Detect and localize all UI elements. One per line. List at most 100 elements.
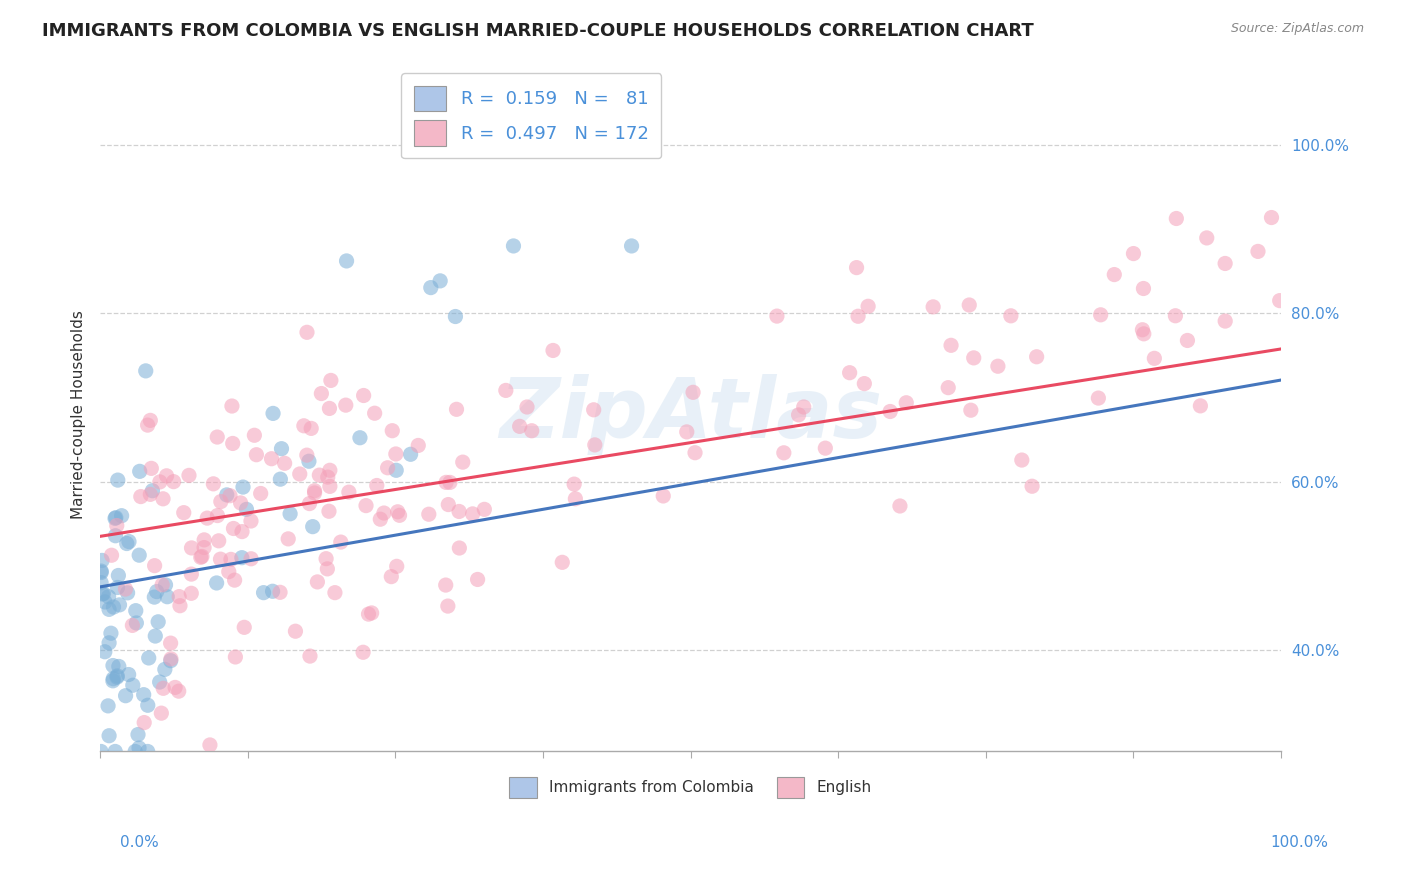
Point	[315, 551, 337, 566]
Point	[1025, 350, 1047, 364]
Point	[1104, 268, 1126, 282]
Point	[231, 524, 253, 539]
Point	[155, 578, 177, 592]
Point	[337, 485, 360, 500]
Point	[301, 519, 323, 533]
Point	[121, 678, 143, 692]
Point	[360, 606, 382, 620]
Point	[316, 470, 339, 484]
Point	[219, 489, 242, 503]
Point	[249, 486, 271, 500]
Point	[132, 688, 155, 702]
Point	[110, 508, 132, 523]
Point	[153, 662, 176, 676]
Point	[262, 406, 284, 420]
Point	[101, 658, 124, 673]
Point	[193, 541, 215, 555]
Point	[233, 620, 256, 634]
Point	[1195, 231, 1218, 245]
Point	[198, 738, 221, 752]
Point	[434, 475, 457, 490]
Point	[100, 548, 122, 562]
Point	[366, 478, 388, 492]
Point	[118, 534, 141, 549]
Point	[149, 475, 172, 489]
Point	[143, 558, 166, 573]
Point	[117, 586, 139, 600]
Point	[675, 425, 697, 439]
Point	[173, 506, 195, 520]
Point	[128, 464, 150, 478]
Point	[167, 684, 190, 698]
Point	[318, 401, 340, 416]
Point	[509, 419, 531, 434]
Point	[787, 408, 810, 422]
Point	[385, 463, 408, 477]
Point	[564, 491, 586, 506]
Point	[319, 463, 342, 477]
Point	[269, 472, 291, 486]
Point	[319, 373, 342, 387]
Point	[240, 514, 263, 528]
Point	[98, 636, 121, 650]
Point	[108, 598, 131, 612]
Point	[298, 649, 321, 664]
Point	[93, 586, 115, 600]
Point	[1268, 293, 1291, 308]
Point	[94, 645, 117, 659]
Text: Source: ZipAtlas.com: Source: ZipAtlas.com	[1230, 22, 1364, 36]
Point	[284, 624, 307, 639]
Point	[232, 480, 254, 494]
Point	[152, 491, 174, 506]
Point	[98, 729, 121, 743]
Point	[620, 239, 643, 253]
Point	[270, 442, 292, 456]
Point	[406, 438, 429, 452]
Point	[229, 496, 252, 510]
Point	[108, 659, 131, 673]
Point	[370, 512, 392, 526]
Point	[963, 351, 986, 365]
Point	[329, 535, 352, 549]
Point	[354, 499, 377, 513]
Point	[124, 744, 146, 758]
Point	[245, 448, 267, 462]
Point	[128, 548, 150, 562]
Point	[180, 541, 202, 555]
Text: ZipAtlas: ZipAtlas	[499, 374, 882, 455]
Point	[107, 581, 129, 595]
Point	[388, 508, 411, 523]
Point	[1090, 308, 1112, 322]
Point	[444, 310, 467, 324]
Point	[562, 477, 585, 491]
Point	[772, 446, 794, 460]
Point	[381, 424, 404, 438]
Point	[889, 499, 911, 513]
Point	[377, 460, 399, 475]
Point	[467, 573, 489, 587]
Point	[352, 645, 374, 659]
Point	[224, 573, 246, 587]
Point	[193, 533, 215, 547]
Point	[134, 715, 156, 730]
Point	[129, 490, 152, 504]
Point	[155, 468, 177, 483]
Point	[138, 651, 160, 665]
Point	[202, 476, 225, 491]
Point	[136, 744, 159, 758]
Point	[1087, 391, 1109, 405]
Point	[139, 487, 162, 501]
Point	[107, 473, 129, 487]
Point	[91, 587, 114, 601]
Point	[114, 689, 136, 703]
Point	[683, 446, 706, 460]
Point	[399, 447, 422, 461]
Point	[240, 551, 263, 566]
Point	[1132, 281, 1154, 295]
Point	[105, 669, 128, 683]
Point	[277, 532, 299, 546]
Point	[429, 274, 451, 288]
Point	[419, 280, 441, 294]
Point	[856, 299, 879, 313]
Point	[90, 575, 112, 590]
